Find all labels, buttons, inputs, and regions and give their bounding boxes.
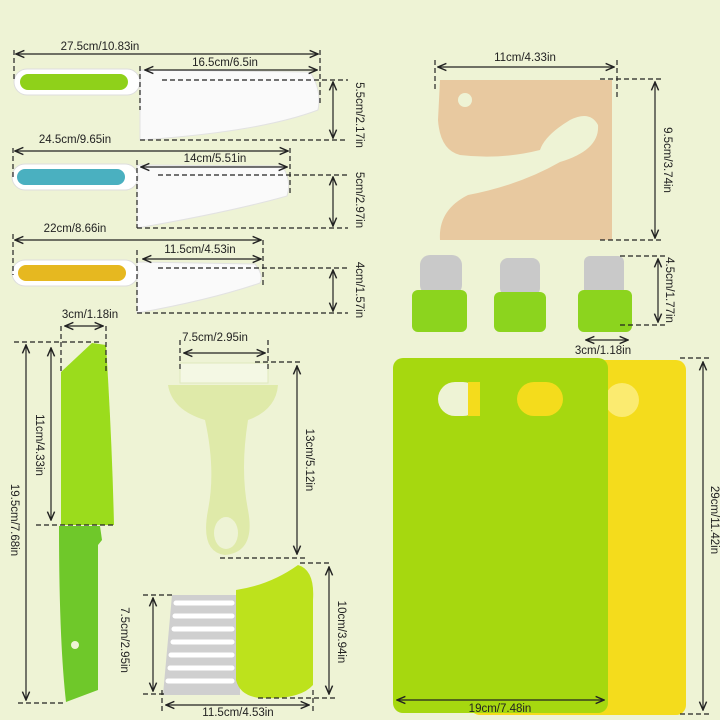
peeler-width: 7.5cm/2.95in	[182, 332, 248, 344]
crinkle-cutter-width: 11.5cm/4.53in	[202, 707, 273, 719]
wooden-knife-width: 11cm/4.33in	[494, 52, 556, 64]
green-handle	[20, 74, 128, 90]
knife-large-blade-length: 16.5cm/6.5in	[192, 57, 258, 69]
boards-height: 29cm/11.42in	[708, 486, 720, 554]
blue-handle	[17, 169, 125, 185]
knife-small-blade-length: 11.5cm/4.53in	[164, 244, 235, 256]
cutters-width: 3cm/1.18in	[575, 345, 631, 357]
knife-large-blade-width: 5.5cm/2.17in	[353, 82, 365, 148]
knife-medium: 24.5cm/9.65in 14cm/5.51in 5cm/2.97in	[11, 134, 365, 229]
cutters-height: 4.5cm/1.77in	[663, 257, 675, 323]
knife-medium-blade-length: 14cm/5.51in	[184, 153, 247, 165]
green-board	[393, 358, 608, 713]
boards-width: 19cm/7.48in	[469, 703, 532, 715]
knife-small: 22cm/8.66in 11.5cm/4.53in 4cm/1.57in	[11, 223, 365, 318]
cutter-1	[412, 255, 467, 332]
cutter-2	[494, 258, 546, 332]
wooden-dinosaur-knife: 11cm/4.33in 9.5cm/3.74in	[434, 52, 673, 241]
shape-cutters: 4.5cm/1.77in 3cm/1.18in	[412, 255, 675, 357]
serrated-knife: 3cm/1.18in 11cm/4.33in 19.5cm/7.68in	[8, 309, 118, 704]
knife-small-length: 22cm/8.66in	[44, 223, 107, 235]
cutter-3	[578, 256, 632, 332]
knife-large-length: 27.5cm/10.83in	[61, 41, 140, 53]
serrated-knife-length: 19.5cm/7.68in	[8, 484, 20, 556]
crinkle-cutter: 7.5cm/2.95in 10cm/3.94in 11.5cm/4.53in	[118, 562, 347, 719]
knife-medium-blade-width: 5cm/2.97in	[353, 172, 365, 228]
knife-medium-length: 24.5cm/9.65in	[39, 134, 111, 146]
crinkle-cutter-blade-height: 7.5cm/2.95in	[118, 607, 130, 673]
cutting-boards: 29cm/11.42in 19cm/7.48in	[393, 357, 720, 715]
crinkle-cutter-height: 10cm/3.94in	[335, 601, 347, 664]
serrated-knife-blade-length: 11cm/4.33in	[33, 414, 45, 476]
wooden-knife-height: 9.5cm/3.74in	[661, 127, 673, 193]
knife-large: 27.5cm/10.83in 16.5cm/6.5in 5.5cm/2.17in	[13, 41, 365, 148]
peeler-length: 13cm/5.12in	[303, 429, 315, 492]
serrated-knife-blade-width: 3cm/1.18in	[62, 309, 118, 321]
peeler: 7.5cm/2.95in 13cm/5.12in	[168, 332, 315, 559]
yellow-handle	[18, 265, 126, 281]
knife-small-blade-width: 4cm/1.57in	[353, 262, 365, 318]
